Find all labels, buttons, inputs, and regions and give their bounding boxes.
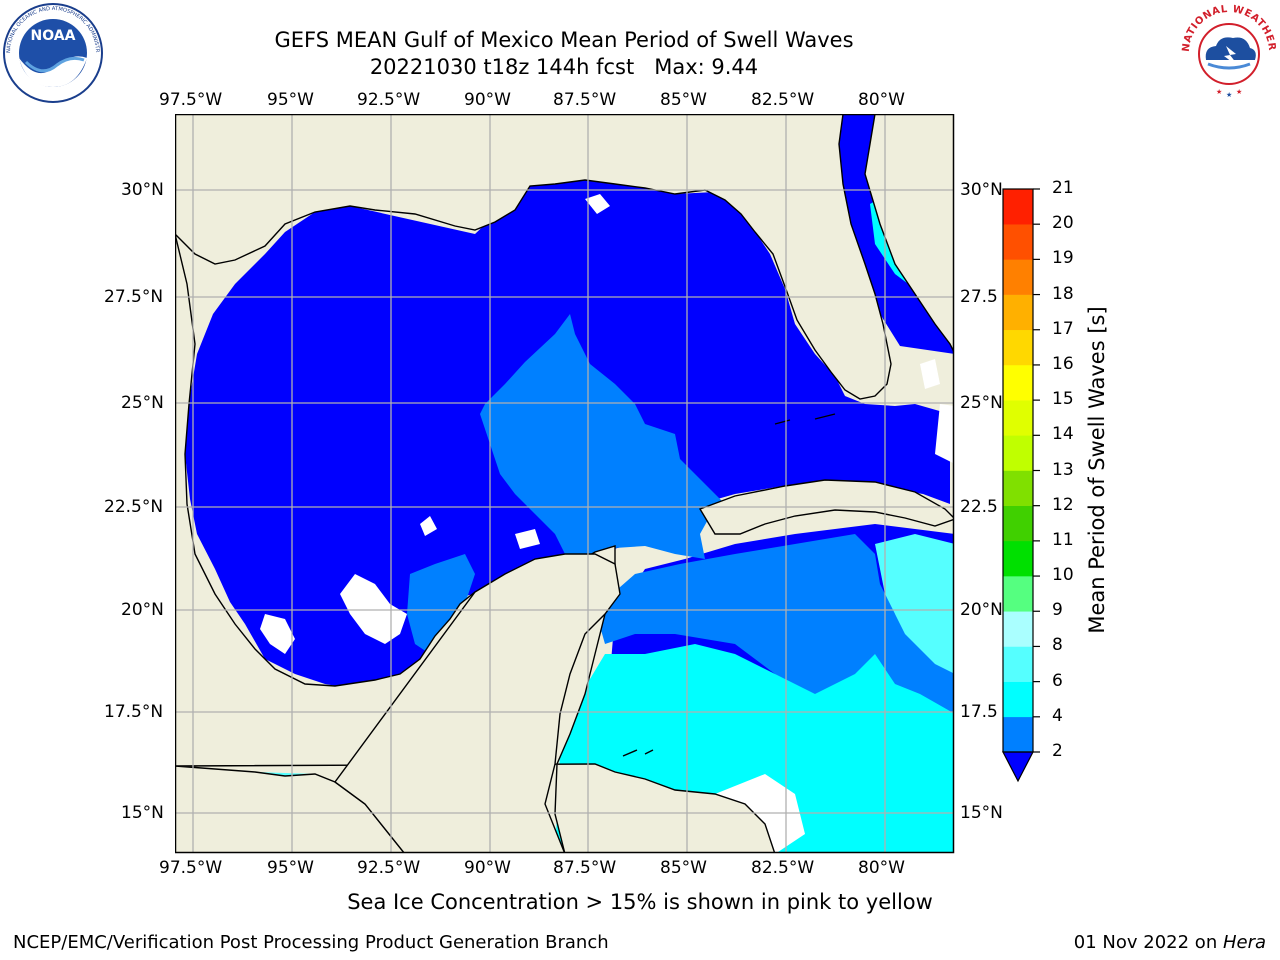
us-landmass <box>175 114 954 400</box>
machine-name: Hera <box>1222 932 1266 953</box>
map-gridlines <box>175 114 954 853</box>
bay-islands <box>622 749 654 757</box>
lat-label-left: 15°N <box>121 803 164 823</box>
gulf-map <box>175 114 955 854</box>
colorbar-band <box>1003 259 1033 295</box>
lat-label-right: 22.5 <box>960 497 998 517</box>
chart-title: GEFS MEAN Gulf of Mexico Mean Period of … <box>274 28 854 52</box>
colorbar-tick-label: 4 <box>1052 705 1063 726</box>
lat-label-left: 17.5°N <box>104 702 164 722</box>
colorbar-band <box>1003 400 1033 436</box>
colorbar-frame <box>1002 188 1034 753</box>
lat-label-left: 20°N <box>121 600 164 620</box>
lat-label-right: 20°N <box>960 600 1003 620</box>
yucatan-peninsula <box>334 553 621 853</box>
colorbar-tick-label: 10 <box>1052 565 1074 586</box>
colorbar-band <box>1003 364 1033 401</box>
lon-label-bottom: 97.5°W <box>159 858 223 878</box>
lat-label-left: 30°N <box>121 180 164 200</box>
colorbar-tick-label: 11 <box>1052 529 1074 550</box>
lat-label-right: 17.5 <box>960 702 998 722</box>
colorbar <box>1002 188 1040 783</box>
credit-text: NCEP/EMC/Verification Post Processing Pr… <box>13 932 609 953</box>
colorbar-band <box>1003 646 1033 682</box>
colorbar-band <box>1003 224 1033 260</box>
florida-keys <box>774 413 836 425</box>
lon-label-top: 87.5°W <box>553 90 617 110</box>
colorbar-band <box>1003 329 1033 366</box>
colorbar-band <box>1003 294 1033 331</box>
noaa-logo-text: NOAA <box>31 28 76 44</box>
lat-label-left: 22.5°N <box>104 497 164 517</box>
svg-text:★: ★ <box>1226 91 1232 99</box>
colorbar-band <box>1003 470 1033 506</box>
lon-label-bottom: 95°W <box>267 858 314 878</box>
colorbar-tick-label: 18 <box>1052 283 1074 304</box>
lat-label-right: 15°N <box>960 803 1003 823</box>
colorbar-tick-label: 17 <box>1052 318 1074 339</box>
colorbar-tick-label: 8 <box>1052 635 1063 656</box>
colorbar-band <box>1003 189 1033 225</box>
colorbar-band <box>1003 540 1033 577</box>
yucatan-ocean-mid <box>407 554 475 654</box>
lat-label-left: 25°N <box>121 393 164 413</box>
lon-label-top: 90°W <box>464 90 511 110</box>
colorbar-tick-label: 20 <box>1052 213 1074 234</box>
colorbar-tick-label: 16 <box>1052 353 1074 374</box>
svg-text:★: ★ <box>1216 88 1222 96</box>
chart-subtitle: 20221030 t18z 144h fcst Max: 9.44 <box>369 55 759 79</box>
colorbar-band <box>1003 611 1033 647</box>
caribbean-ocean-pale <box>875 534 954 674</box>
lon-label-bottom: 85°W <box>660 858 707 878</box>
lon-label-top: 82.5°W <box>751 90 815 110</box>
lon-label-top: 95°W <box>267 90 314 110</box>
colorbar-extend-arrow <box>1002 751 1034 783</box>
sea-ice-note: Sea Ice Concentration > 15% is shown in … <box>347 890 933 914</box>
lon-label-bottom: 92.5°W <box>357 858 421 878</box>
lon-label-bottom: 90°W <box>464 858 511 878</box>
colorbar-tick-label: 12 <box>1052 494 1074 515</box>
lon-label-top: 85°W <box>660 90 707 110</box>
colorbar-band <box>1003 576 1033 612</box>
lon-label-top: 97.5°W <box>159 90 223 110</box>
date-stamp: 01 Nov 2022 on Hera <box>1074 932 1266 953</box>
lon-label-top: 92.5°W <box>357 90 421 110</box>
colorbar-tick-label: 21 <box>1052 178 1074 198</box>
lat-label-right: 27.5 <box>960 287 998 307</box>
lon-label-bottom: 80°W <box>858 858 905 878</box>
lon-label-bottom: 82.5°W <box>751 858 815 878</box>
gulf-ocean-mid <box>480 314 725 564</box>
lat-label-right: 25°N <box>960 393 1003 413</box>
colorbar-band <box>1003 716 1033 753</box>
lon-label-top: 80°W <box>858 90 905 110</box>
map-frame <box>175 114 955 854</box>
nws-logo: NATIONAL WEATHER SERVICE ★ ★ ★ <box>1178 2 1277 99</box>
noaa-logo: NOAA NATIONAL OCEANIC AND ATMOSPHERIC AD… <box>2 2 103 103</box>
colorbar-tick-label: 13 <box>1052 459 1074 480</box>
lon-label-bottom: 87.5°W <box>553 858 617 878</box>
svg-text:★: ★ <box>1236 88 1242 96</box>
colorbar-tick-label: 6 <box>1052 670 1063 691</box>
colorbar-tick-label: 9 <box>1052 600 1063 621</box>
colorbar-band <box>1003 505 1033 542</box>
lat-label-right: 30°N <box>960 180 1003 200</box>
colorbar-tick-label: 15 <box>1052 389 1074 410</box>
lat-label-left: 27.5°N <box>104 287 164 307</box>
colorbar-tick-label: 2 <box>1052 741 1063 761</box>
colorbar-tick-label: 14 <box>1052 424 1074 445</box>
colorbar-tick-label: 19 <box>1052 248 1074 269</box>
colorbar-band <box>1003 681 1033 718</box>
colorbar-label: Mean Period of Swell Waves [s] <box>1085 306 1109 634</box>
colorbar-band <box>1003 435 1033 471</box>
date-text: 01 Nov 2022 on <box>1073 932 1223 953</box>
